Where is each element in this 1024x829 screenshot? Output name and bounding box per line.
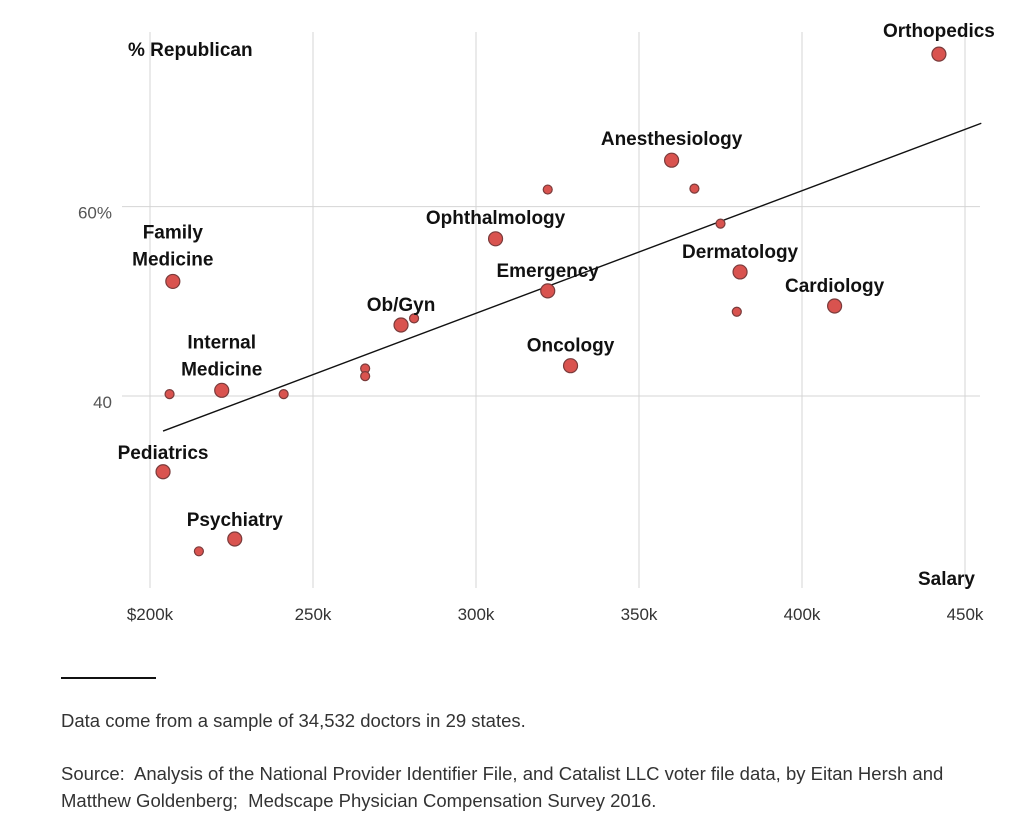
point-label: Ob/Gyn [367, 295, 436, 316]
point-label: Family Medicine [132, 222, 213, 270]
data-point [715, 218, 726, 229]
data-point [663, 152, 680, 168]
point-labels: Orthopedics Anesthesiology Ophthalmology De… [118, 21, 995, 531]
data-point [214, 382, 230, 398]
data-point [165, 273, 181, 290]
data-point [732, 264, 748, 280]
data-point [408, 313, 420, 324]
point-label: Anesthesiology [601, 129, 743, 150]
x-tick-label: 400k [784, 605, 821, 624]
data-point [542, 184, 553, 195]
axis-labels: % Republican Salary $200k 250k 300k 350k 400… [78, 40, 984, 624]
y-axis-title: % Republican [128, 40, 253, 61]
y-tick-label: 60% [78, 204, 112, 223]
data-point [278, 389, 289, 400]
data-point [562, 358, 579, 374]
point-label: Internal Medicine [181, 332, 262, 380]
data-point [393, 317, 409, 333]
data-point [227, 531, 243, 547]
data-point [193, 546, 204, 557]
point-label: Cardiology [785, 276, 885, 297]
point-label: Ophthalmology [426, 208, 566, 229]
x-tick-label: 350k [621, 605, 658, 624]
point-label: Dermatology [682, 242, 799, 263]
data-points [155, 46, 947, 557]
x-tick-label: $200k [127, 605, 174, 624]
grid-lines [122, 32, 980, 588]
data-point [487, 231, 504, 247]
point-label: Psychiatry [187, 510, 284, 531]
y-tick-label: 40 [93, 393, 112, 412]
data-point [164, 389, 175, 400]
point-label: Oncology [527, 336, 615, 357]
x-tick-label: 300k [458, 605, 495, 624]
data-point [931, 46, 947, 62]
data-point [826, 298, 843, 314]
scatter-chart: % Republican Salary $200k 250k 300k 350k 400… [78, 21, 995, 624]
footer-divider [61, 677, 156, 679]
data-point [689, 183, 700, 194]
trendline-group [162, 122, 982, 432]
data-point [540, 283, 556, 299]
point-label: Orthopedics [883, 21, 995, 42]
data-point [731, 306, 742, 317]
trendline [162, 122, 982, 432]
data-point [155, 464, 171, 480]
x-axis-title: Salary [918, 569, 975, 590]
footer-source: Source: Analysis of the National Provide… [61, 763, 949, 811]
point-label: Pediatrics [118, 443, 209, 464]
footer-note: Data come from a sample of 34,532 doctor… [61, 710, 526, 731]
data-point [360, 371, 371, 382]
x-tick-label: 250k [295, 605, 332, 624]
x-tick-label: 450k [947, 605, 984, 624]
point-label: Emergency [496, 261, 599, 282]
